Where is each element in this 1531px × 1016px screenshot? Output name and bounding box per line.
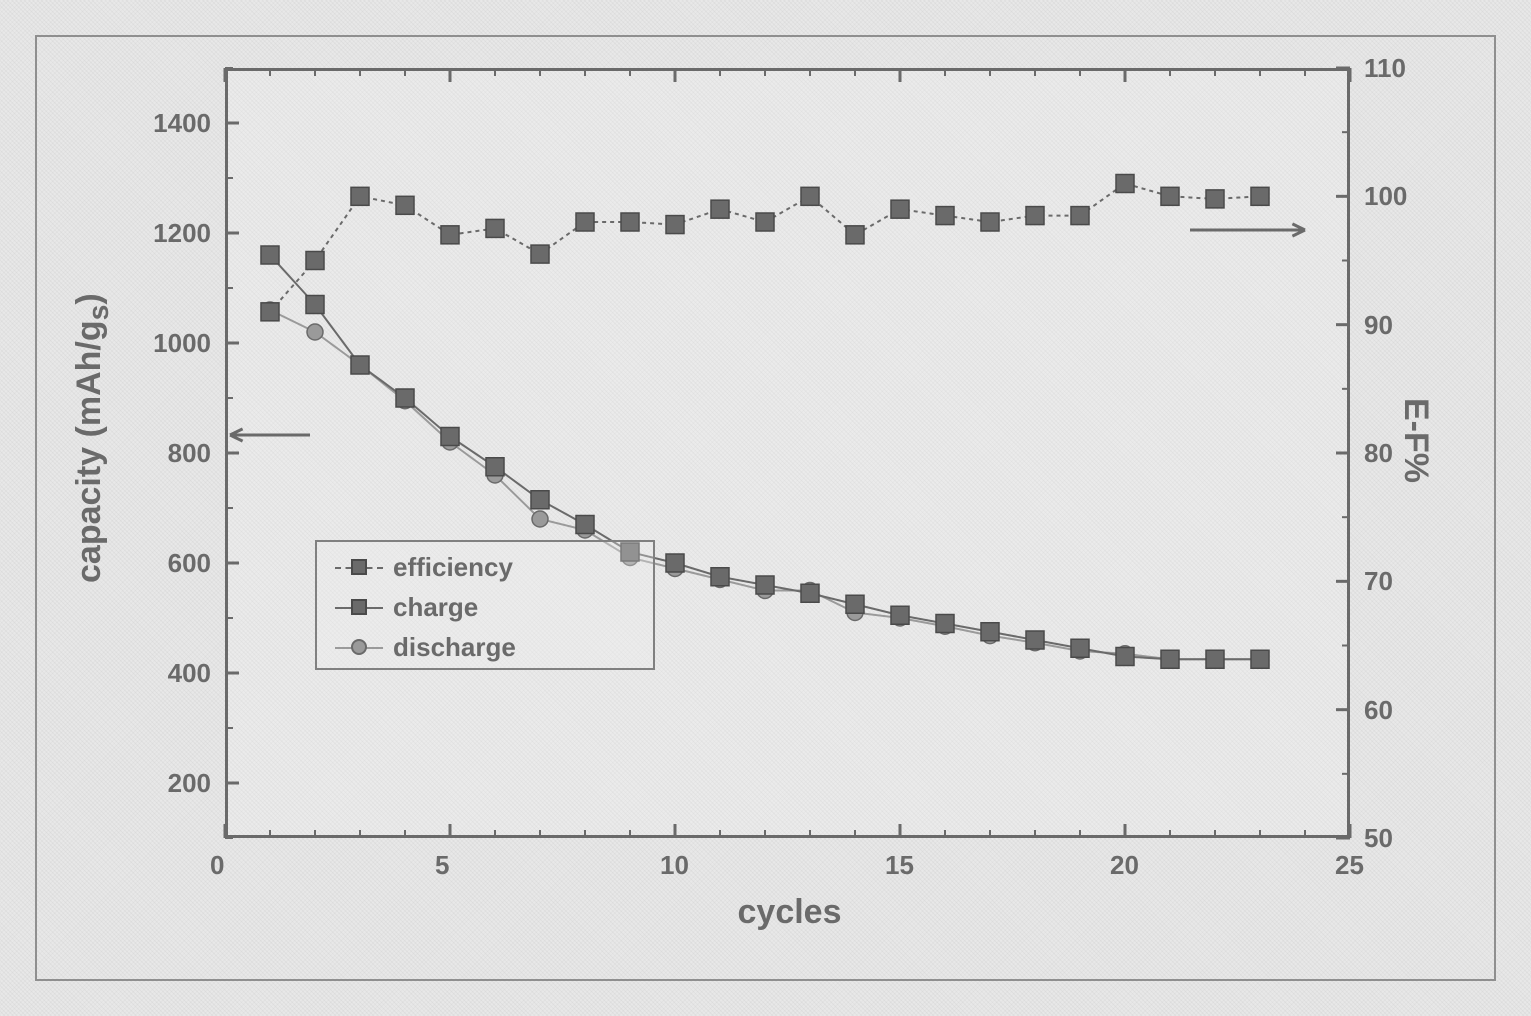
legend-item-efficiency: efficiency	[335, 552, 513, 583]
marker-efficiency	[891, 200, 909, 218]
y-right-tick-label: 50	[1364, 823, 1393, 854]
marker-charge	[711, 568, 729, 586]
marker-charge	[576, 516, 594, 534]
y-right-tick-label: 110	[1364, 53, 1406, 84]
marker-efficiency	[621, 213, 639, 231]
marker-charge	[981, 623, 999, 641]
marker-efficiency	[1071, 207, 1089, 225]
marker-efficiency	[1206, 190, 1224, 208]
marker-charge	[1206, 650, 1224, 668]
y-left-tick-label: 1400	[153, 108, 211, 139]
legend-box: efficiency charge discharge	[315, 540, 655, 670]
marker-efficiency	[756, 213, 774, 231]
marker-charge	[846, 595, 864, 613]
chart-svg	[0, 0, 1531, 1016]
legend-item-discharge: discharge	[335, 632, 516, 663]
legend-marker-icon	[351, 599, 367, 615]
marker-efficiency	[846, 226, 864, 244]
y-left-tick-label: 400	[168, 658, 211, 689]
marker-charge	[666, 554, 684, 572]
y-right-tick-label: 60	[1364, 695, 1393, 726]
y-left-tick-label: 600	[168, 548, 211, 579]
marker-efficiency	[801, 187, 819, 205]
marker-discharge	[307, 324, 323, 340]
x-tick-label: 20	[1110, 850, 1139, 881]
marker-charge	[441, 428, 459, 446]
marker-charge	[1251, 650, 1269, 668]
marker-efficiency	[576, 213, 594, 231]
y-left-tick-label: 1200	[153, 218, 211, 249]
marker-efficiency	[711, 200, 729, 218]
marker-efficiency	[261, 303, 279, 321]
marker-charge	[1026, 631, 1044, 649]
y-right-tick-label: 70	[1364, 566, 1393, 597]
marker-charge	[1071, 639, 1089, 657]
marker-charge	[396, 389, 414, 407]
marker-charge	[891, 606, 909, 624]
x-axis-label: cycles	[738, 893, 842, 932]
marker-charge	[531, 491, 549, 509]
x-tick-label: 10	[660, 850, 689, 881]
x-tick-label: 5	[435, 850, 449, 881]
marker-efficiency	[486, 219, 504, 237]
y-left-tick-label: 800	[168, 438, 211, 469]
marker-charge	[1116, 648, 1134, 666]
x-tick-label: 15	[885, 850, 914, 881]
marker-charge	[756, 576, 774, 594]
y-left-tick-label: 200	[168, 768, 211, 799]
legend-marker-icon	[351, 559, 367, 575]
marker-discharge	[532, 511, 548, 527]
marker-efficiency	[936, 207, 954, 225]
series-line-efficiency	[270, 184, 1260, 312]
marker-efficiency	[531, 245, 549, 263]
marker-efficiency	[306, 252, 324, 270]
legend-label: charge	[393, 592, 478, 623]
marker-efficiency	[396, 196, 414, 214]
marker-efficiency	[351, 187, 369, 205]
legend-label: discharge	[393, 632, 516, 663]
marker-efficiency	[981, 213, 999, 231]
y-right-tick-label: 100	[1364, 181, 1407, 212]
marker-charge	[351, 356, 369, 374]
marker-charge	[936, 615, 954, 633]
marker-charge	[1161, 650, 1179, 668]
marker-charge	[306, 296, 324, 314]
legend-marker-icon	[351, 639, 367, 655]
y-right-tick-label: 90	[1364, 310, 1393, 341]
marker-charge	[486, 458, 504, 476]
y-left-tick-label: 1000	[153, 328, 211, 359]
marker-efficiency	[441, 226, 459, 244]
marker-charge	[801, 584, 819, 602]
legend-label: efficiency	[393, 552, 513, 583]
marker-efficiency	[1026, 207, 1044, 225]
marker-efficiency	[666, 216, 684, 234]
marker-charge	[261, 246, 279, 264]
x-tick-label: 25	[1335, 850, 1364, 881]
y-right-axis-label: E-F%	[1396, 398, 1435, 483]
marker-efficiency	[1251, 187, 1269, 205]
marker-efficiency	[1116, 175, 1134, 193]
y-left-axis-label: capacity (mAh/gs)	[70, 293, 116, 583]
legend-item-charge: charge	[335, 592, 478, 623]
x-tick-label: 0	[210, 850, 224, 881]
y-right-tick-label: 80	[1364, 438, 1393, 469]
marker-efficiency	[1161, 187, 1179, 205]
